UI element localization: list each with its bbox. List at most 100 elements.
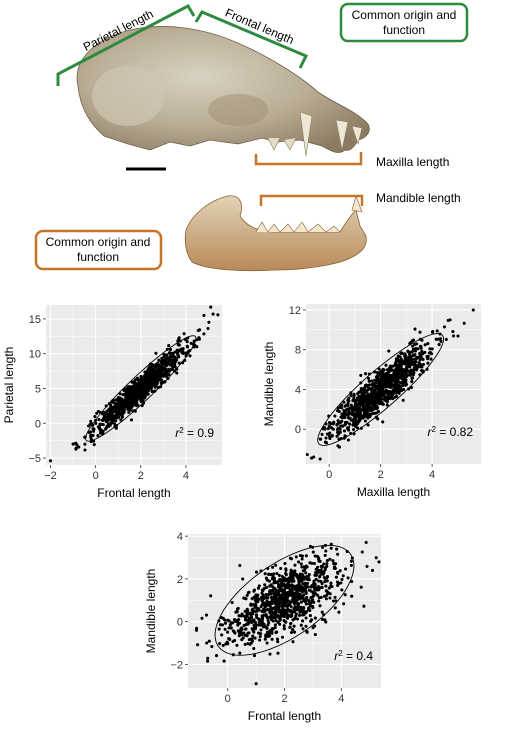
data-point bbox=[250, 627, 254, 631]
data-point bbox=[403, 358, 407, 362]
data-point bbox=[396, 354, 400, 358]
data-point bbox=[115, 408, 120, 412]
data-point bbox=[318, 574, 322, 578]
data-point bbox=[401, 384, 405, 388]
data-point bbox=[214, 654, 219, 658]
data-point bbox=[105, 409, 109, 413]
data-point bbox=[294, 555, 298, 559]
data-point bbox=[244, 615, 248, 619]
data-point bbox=[347, 396, 351, 400]
data-point bbox=[100, 422, 104, 426]
data-point bbox=[290, 610, 294, 614]
data-point bbox=[332, 565, 337, 569]
data-point bbox=[222, 659, 226, 663]
data-point bbox=[317, 596, 321, 600]
data-point bbox=[426, 361, 430, 365]
data-point bbox=[316, 565, 320, 569]
data-point bbox=[205, 641, 209, 645]
data-point bbox=[155, 368, 159, 373]
data-point bbox=[264, 614, 269, 618]
data-point bbox=[130, 397, 134, 401]
data-point bbox=[354, 419, 358, 423]
data-point bbox=[283, 561, 287, 566]
data-point bbox=[291, 640, 295, 644]
data-point bbox=[154, 351, 158, 355]
data-point bbox=[239, 630, 243, 635]
data-point bbox=[341, 414, 345, 418]
data-point bbox=[337, 426, 341, 430]
data-point bbox=[274, 605, 278, 609]
data-point bbox=[129, 418, 134, 422]
data-point bbox=[325, 559, 329, 563]
data-point bbox=[289, 614, 293, 619]
x-tick-label: 0 bbox=[225, 693, 231, 705]
data-point bbox=[257, 584, 261, 588]
data-point bbox=[345, 403, 350, 407]
data-point bbox=[231, 639, 235, 644]
data-point bbox=[377, 396, 381, 400]
data-point bbox=[403, 375, 407, 379]
data-point bbox=[247, 590, 251, 594]
data-point bbox=[305, 452, 309, 457]
x-tick-label: 4 bbox=[429, 469, 435, 481]
data-point bbox=[283, 579, 287, 583]
data-point bbox=[428, 347, 432, 351]
data-point bbox=[167, 351, 172, 355]
data-point bbox=[346, 408, 351, 412]
y-tick-label: 4 bbox=[295, 384, 301, 396]
data-point bbox=[168, 363, 172, 367]
data-point bbox=[367, 379, 371, 383]
data-point bbox=[338, 569, 342, 573]
data-point bbox=[288, 556, 292, 560]
data-point bbox=[185, 345, 190, 349]
data-point bbox=[253, 620, 257, 624]
data-point bbox=[364, 372, 368, 376]
data-point bbox=[289, 622, 293, 626]
data-point bbox=[375, 404, 379, 408]
data-point bbox=[152, 363, 156, 368]
data-point bbox=[143, 390, 147, 394]
data-point bbox=[291, 618, 295, 622]
data-point bbox=[343, 420, 348, 424]
data-point bbox=[154, 373, 158, 377]
data-point bbox=[294, 593, 298, 597]
data-point bbox=[399, 351, 403, 356]
data-point bbox=[289, 605, 293, 609]
data-point bbox=[118, 405, 122, 410]
data-point bbox=[322, 575, 326, 580]
data-point bbox=[289, 574, 294, 578]
data-point bbox=[278, 617, 282, 621]
data-point bbox=[317, 559, 321, 563]
data-point bbox=[352, 413, 356, 417]
data-point bbox=[420, 365, 424, 369]
y-tick-label: 4 bbox=[177, 531, 183, 543]
data-point bbox=[363, 383, 368, 387]
data-point bbox=[253, 605, 257, 609]
data-point bbox=[414, 346, 418, 351]
data-point bbox=[270, 596, 274, 600]
data-point bbox=[304, 616, 308, 620]
data-point bbox=[194, 628, 199, 632]
data-point bbox=[265, 578, 269, 582]
data-point bbox=[149, 373, 153, 377]
data-point bbox=[290, 591, 294, 595]
data-point bbox=[288, 625, 292, 629]
data-point bbox=[266, 623, 270, 627]
data-point bbox=[313, 633, 317, 637]
data-point bbox=[316, 585, 320, 589]
data-point bbox=[129, 404, 134, 409]
data-point bbox=[224, 642, 228, 646]
data-point bbox=[89, 430, 93, 434]
data-point bbox=[341, 574, 345, 578]
data-point bbox=[394, 362, 398, 366]
data-point bbox=[384, 363, 388, 367]
data-point bbox=[390, 383, 394, 387]
data-point bbox=[237, 634, 241, 638]
data-point bbox=[336, 583, 340, 587]
data-point bbox=[331, 422, 335, 426]
x-tick-label: 2 bbox=[378, 469, 384, 481]
data-point bbox=[255, 613, 259, 617]
data-point bbox=[335, 422, 339, 426]
data-point bbox=[366, 383, 370, 388]
data-point bbox=[258, 634, 262, 639]
